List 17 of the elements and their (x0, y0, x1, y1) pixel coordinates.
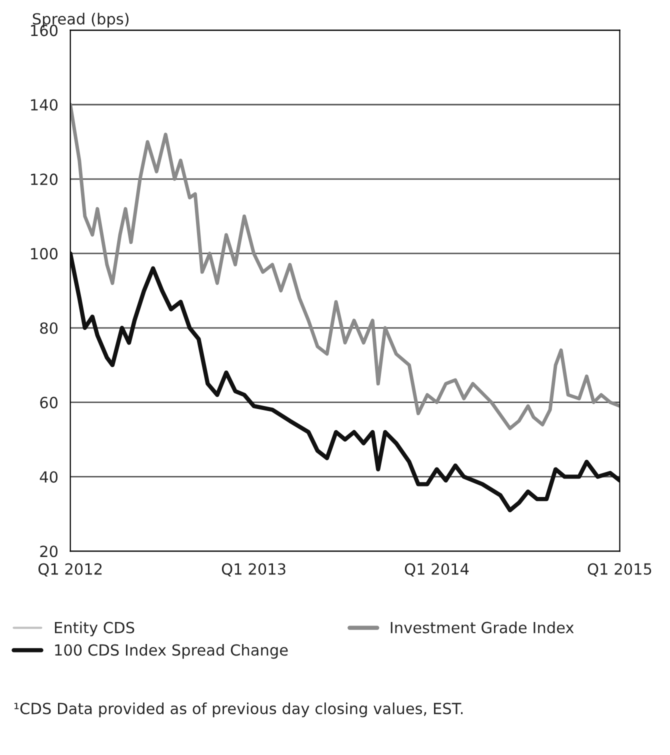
legend-label: 100 CDS Index Spread Change (55, 644, 288, 659)
x-tick-label: Q1 2013 (222, 563, 286, 577)
x-tick-label: Q1 2012 (38, 563, 102, 577)
y-tick-label: 80 (40, 322, 58, 334)
y-tick-label: 20 (40, 546, 58, 558)
x-tick-label: Q1 2015 (588, 563, 652, 577)
x-tick-label: Q1 2014 (404, 563, 469, 577)
y-tick-label: 140 (31, 99, 58, 111)
line-series (70, 251, 620, 512)
legend-label: Investment Grade Index (390, 622, 574, 634)
line-series (70, 102, 620, 430)
text: Entity CDS (54, 622, 134, 636)
y-tick-label: 100 (31, 248, 58, 260)
text: ¹CDS Data provided as of previous day closing values, EST. (14, 702, 463, 718)
y-tick-label: 120 (31, 174, 58, 186)
y-tick-label: 40 (40, 471, 58, 483)
y-tick-label: 60 (40, 396, 58, 408)
